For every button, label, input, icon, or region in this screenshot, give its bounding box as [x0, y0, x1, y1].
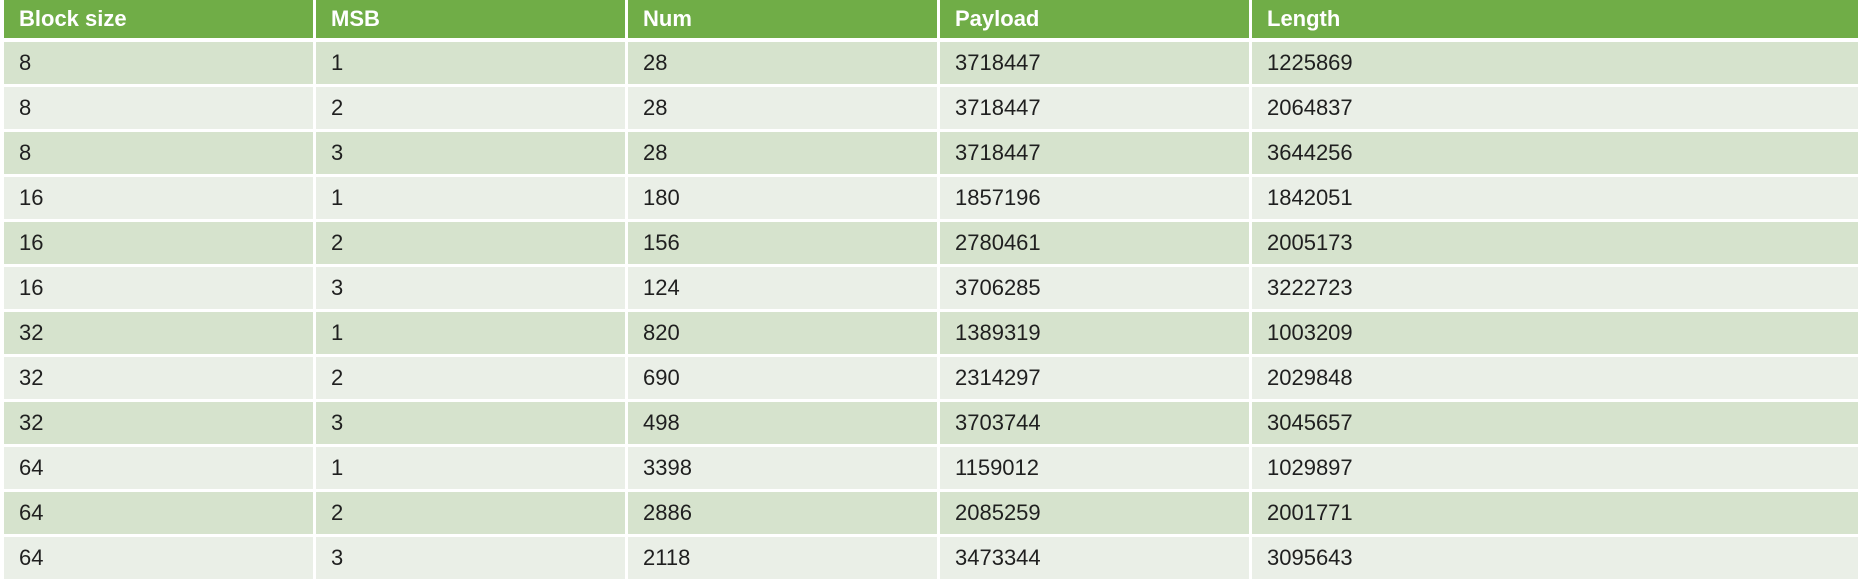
cell-num: 156 [628, 222, 940, 267]
cell-block-size: 32 [4, 312, 316, 357]
cell-block-size: 16 [4, 177, 316, 222]
header-msb: MSB [316, 0, 628, 42]
cell-block-size: 8 [4, 132, 316, 177]
header-row: Block size MSB Num Payload Length [4, 0, 1858, 42]
cell-block-size: 8 [4, 87, 316, 132]
cell-payload: 1857196 [940, 177, 1252, 222]
cell-num: 28 [628, 132, 940, 177]
cell-block-size: 64 [4, 537, 316, 582]
cell-msb: 1 [316, 42, 628, 87]
header-payload: Payload [940, 0, 1252, 42]
header-num: Num [628, 0, 940, 42]
cell-payload: 3718447 [940, 132, 1252, 177]
cell-num: 180 [628, 177, 940, 222]
cell-num: 690 [628, 357, 940, 402]
table-body: 8 1 28 3718447 1225869 8 2 28 3718447 20… [4, 42, 1858, 582]
header-block-size: Block size [4, 0, 316, 42]
cell-block-size: 64 [4, 447, 316, 492]
cell-length: 1842051 [1252, 177, 1858, 222]
cell-msb: 2 [316, 222, 628, 267]
cell-num: 498 [628, 402, 940, 447]
cell-msb: 3 [316, 132, 628, 177]
table-row: 16 1 180 1857196 1842051 [4, 177, 1858, 222]
cell-block-size: 16 [4, 222, 316, 267]
cell-length: 1029897 [1252, 447, 1858, 492]
table-row: 16 3 124 3706285 3222723 [4, 267, 1858, 312]
cell-num: 28 [628, 87, 940, 132]
cell-payload: 3473344 [940, 537, 1252, 582]
cell-msb: 2 [316, 87, 628, 132]
cell-payload: 1159012 [940, 447, 1252, 492]
data-table: Block size MSB Num Payload Length 8 1 28… [4, 0, 1858, 582]
cell-length: 2029848 [1252, 357, 1858, 402]
cell-num: 124 [628, 267, 940, 312]
cell-payload: 2314297 [940, 357, 1252, 402]
cell-length: 2064837 [1252, 87, 1858, 132]
cell-length: 3045657 [1252, 402, 1858, 447]
cell-payload: 2085259 [940, 492, 1252, 537]
cell-msb: 1 [316, 312, 628, 357]
table-row: 8 3 28 3718447 3644256 [4, 132, 1858, 177]
cell-payload: 2780461 [940, 222, 1252, 267]
cell-num: 2118 [628, 537, 940, 582]
cell-msb: 1 [316, 447, 628, 492]
cell-length: 2005173 [1252, 222, 1858, 267]
cell-msb: 3 [316, 267, 628, 312]
table-row: 64 1 3398 1159012 1029897 [4, 447, 1858, 492]
cell-block-size: 64 [4, 492, 316, 537]
cell-length: 2001771 [1252, 492, 1858, 537]
header-length: Length [1252, 0, 1858, 42]
cell-length: 1225869 [1252, 42, 1858, 87]
table-row: 32 2 690 2314297 2029848 [4, 357, 1858, 402]
table-row: 32 1 820 1389319 1003209 [4, 312, 1858, 357]
cell-block-size: 8 [4, 42, 316, 87]
cell-length: 3095643 [1252, 537, 1858, 582]
table-header: Block size MSB Num Payload Length [4, 0, 1858, 42]
cell-msb: 3 [316, 402, 628, 447]
cell-msb: 2 [316, 357, 628, 402]
cell-msb: 1 [316, 177, 628, 222]
table-row: 64 3 2118 3473344 3095643 [4, 537, 1858, 582]
cell-num: 3398 [628, 447, 940, 492]
cell-block-size: 16 [4, 267, 316, 312]
cell-num: 28 [628, 42, 940, 87]
cell-num: 2886 [628, 492, 940, 537]
cell-num: 820 [628, 312, 940, 357]
cell-block-size: 32 [4, 357, 316, 402]
table-row: 64 2 2886 2085259 2001771 [4, 492, 1858, 537]
table-row: 8 2 28 3718447 2064837 [4, 87, 1858, 132]
cell-payload: 3718447 [940, 87, 1252, 132]
table-row: 32 3 498 3703744 3045657 [4, 402, 1858, 447]
table-row: 8 1 28 3718447 1225869 [4, 42, 1858, 87]
cell-length: 1003209 [1252, 312, 1858, 357]
cell-msb: 3 [316, 537, 628, 582]
cell-length: 3222723 [1252, 267, 1858, 312]
cell-payload: 3703744 [940, 402, 1252, 447]
cell-payload: 3706285 [940, 267, 1252, 312]
cell-payload: 3718447 [940, 42, 1252, 87]
cell-msb: 2 [316, 492, 628, 537]
cell-payload: 1389319 [940, 312, 1252, 357]
cell-length: 3644256 [1252, 132, 1858, 177]
cell-block-size: 32 [4, 402, 316, 447]
table-row: 16 2 156 2780461 2005173 [4, 222, 1858, 267]
